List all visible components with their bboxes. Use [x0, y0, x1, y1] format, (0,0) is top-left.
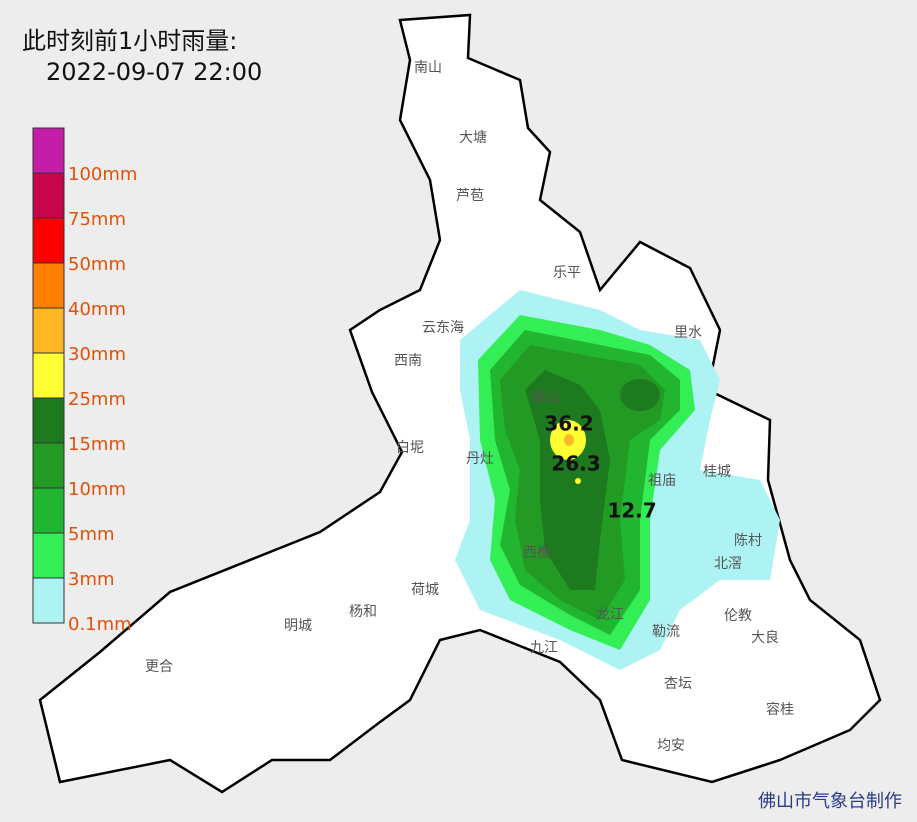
legend-swatch [32, 127, 65, 174]
place-name: 芦苞 [456, 187, 484, 204]
place-name: 祖庙 [648, 473, 676, 489]
legend-swatch [32, 397, 65, 444]
legend-label: 5mm [68, 524, 115, 545]
place-name: 乐平 [553, 265, 581, 281]
place-name: 勒流 [652, 624, 680, 640]
legend-swatch [32, 577, 65, 624]
place-name: 狮山 [532, 390, 560, 406]
title: 此时刻前1小时雨量: [22, 27, 237, 55]
place-name: 荷城 [411, 582, 439, 598]
place-name: 陈村 [734, 532, 762, 549]
legend-label: 75mm [68, 209, 126, 230]
place-name: 杏坛 [664, 676, 692, 692]
legend-label: 15mm [68, 434, 126, 455]
station-value: 26.3 [551, 452, 600, 476]
place-name: 龙江 [596, 607, 624, 623]
place-name: 西樵 [523, 545, 551, 561]
legend-label: 3mm [68, 569, 115, 590]
legend-swatch [32, 262, 65, 309]
place-name: 伦教 [724, 608, 752, 624]
station-value: 36.2 [544, 412, 593, 436]
place-name: 九江 [530, 640, 558, 656]
legend-label: 10mm [68, 479, 126, 500]
legend-label: 100mm [68, 164, 137, 185]
rain-field [455, 290, 780, 670]
place-name: 杨和 [349, 604, 377, 620]
place-name: 西南 [394, 353, 422, 369]
time: 2022-09-07 22:00 [46, 58, 262, 86]
legend-label: 0.1mm [68, 614, 132, 635]
legend-swatch [32, 307, 65, 354]
place-name: 明城 [284, 618, 312, 634]
place-name: 丹灶 [466, 451, 494, 467]
legend-label: 25mm [68, 389, 126, 410]
place-name: 里水 [674, 325, 702, 341]
legend-label: 40mm [68, 299, 126, 320]
legend-label: 30mm [68, 344, 126, 365]
place-name: 北滘 [714, 556, 742, 572]
legend-swatch [32, 442, 65, 489]
place-name: 均安 [657, 738, 685, 754]
place-name: 容桂 [766, 701, 794, 718]
place-name: 更合 [145, 659, 173, 675]
place-name: 南山 [414, 60, 442, 76]
place-name: 桂城 [703, 464, 731, 480]
legend-swatch [32, 352, 65, 399]
place-name: 云东海 [422, 320, 464, 336]
station-value: 12.7 [607, 499, 656, 523]
legend: 100mm 75mm 50mm 40mm 30mm 25mm 15mm 10mm 5mm 3mm 0… [32, 127, 137, 635]
place-name: 大塘 [459, 130, 487, 146]
credit: 佛山市气象台制作 [758, 791, 902, 812]
legend-swatch [32, 532, 65, 579]
place-name: 白坭 [396, 440, 424, 456]
legend-swatch [32, 487, 65, 534]
legend-swatch [32, 172, 65, 219]
place-name: 大良 [751, 630, 779, 646]
legend-swatch [32, 217, 65, 264]
legend-label: 50mm [68, 254, 126, 275]
